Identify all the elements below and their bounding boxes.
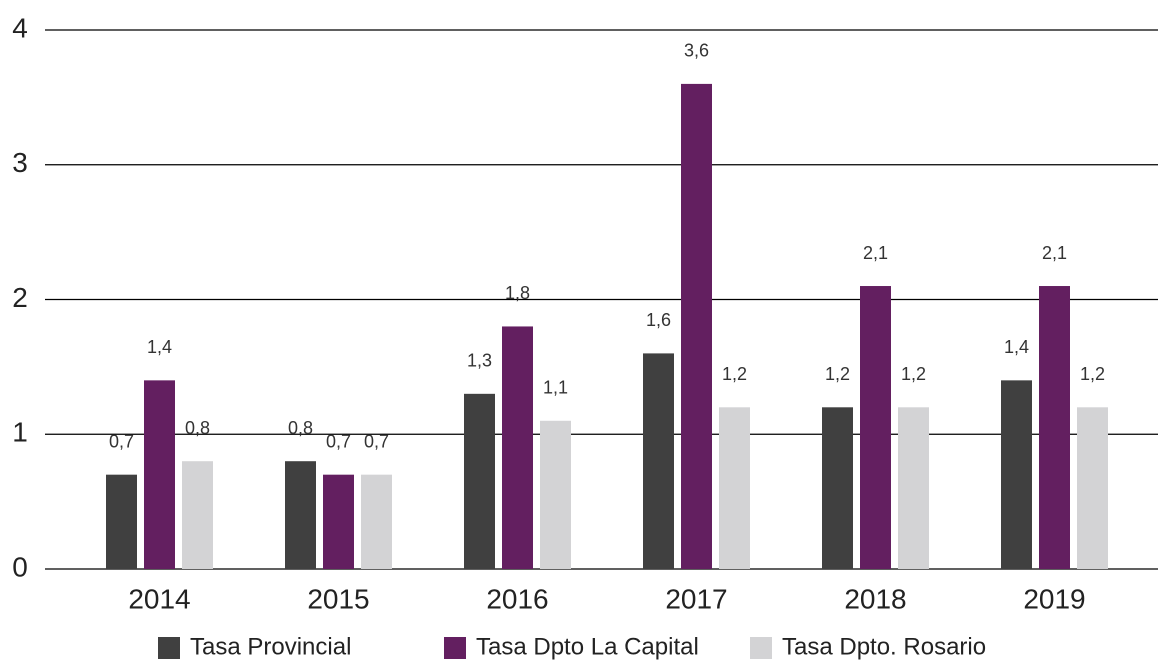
bar [464, 393, 495, 569]
bar [106, 474, 137, 569]
x-tick-label: 2015 [307, 583, 369, 614]
bar [182, 461, 213, 569]
legend-label: Tasa Dpto. Rosario [782, 633, 986, 660]
value-label: 2,1 [1042, 243, 1067, 263]
bar [540, 420, 571, 569]
value-label: 1,2 [901, 364, 926, 384]
bar [898, 407, 929, 569]
bar [822, 407, 853, 569]
value-label: 2,1 [863, 243, 888, 263]
value-label: 1,2 [1080, 364, 1105, 384]
bar [860, 286, 891, 569]
bar [1039, 286, 1070, 569]
legend-label: Tasa Provincial [190, 633, 351, 660]
y-tick-label: 4 [12, 12, 28, 43]
bar [361, 474, 392, 569]
value-label: 1,2 [722, 364, 747, 384]
y-tick-label: 1 [12, 417, 28, 448]
value-label: 1,2 [825, 364, 850, 384]
value-label: 1,1 [543, 378, 568, 398]
value-label: 0,8 [288, 418, 313, 438]
x-tick-label: 2016 [486, 583, 548, 614]
y-tick-label: 2 [12, 282, 28, 313]
bar [285, 461, 316, 569]
x-tick-label: 2017 [665, 583, 727, 614]
x-tick-label: 2018 [844, 583, 906, 614]
bar [144, 380, 175, 569]
bar [502, 326, 533, 569]
legend-swatch [158, 637, 180, 659]
bar [1001, 380, 1032, 569]
value-label: 0,7 [364, 431, 389, 451]
bar [643, 353, 674, 569]
value-label: 1,6 [646, 310, 671, 330]
value-label: 0,8 [185, 418, 210, 438]
bar [1077, 407, 1108, 569]
y-tick-label: 3 [12, 147, 28, 178]
value-label: 1,4 [1004, 337, 1029, 357]
value-label: 1,8 [505, 283, 530, 303]
x-tick-label: 2014 [128, 583, 190, 614]
bar [681, 83, 712, 570]
value-label: 1,4 [147, 337, 172, 357]
legend-swatch [750, 637, 772, 659]
bar [323, 474, 354, 569]
value-label: 0,7 [326, 431, 351, 451]
legend-label: Tasa Dpto La Capital [476, 633, 699, 660]
legend-swatch [444, 637, 466, 659]
x-tick-label: 2019 [1023, 583, 1085, 614]
y-tick-label: 0 [12, 551, 28, 582]
value-label: 0,7 [109, 431, 134, 451]
value-label: 1,3 [467, 351, 492, 371]
bar [719, 407, 750, 569]
value-label: 3,6 [684, 41, 709, 61]
